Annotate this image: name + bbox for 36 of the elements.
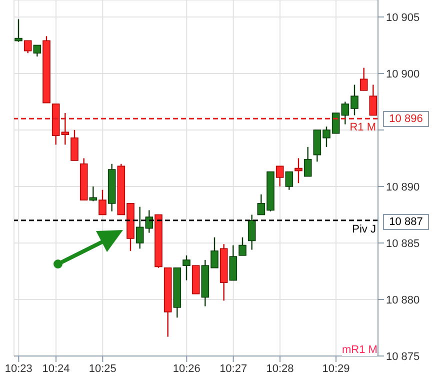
candlestick — [369, 84, 378, 116]
candlestick — [182, 254, 190, 281]
y-tick-label: 10 900 — [386, 68, 420, 80]
y-tick-label: 10 890 — [386, 181, 420, 194]
candlestick — [248, 214, 256, 250]
candlestick — [98, 189, 106, 216]
ref-line-label: R1 M — [350, 122, 376, 134]
x-tick-label: 10:28 — [266, 362, 294, 375]
text: 10 887 — [383, 214, 429, 230]
candlestick — [89, 186, 98, 202]
candlestick — [24, 40, 32, 54]
candlestick — [136, 206, 144, 250]
candlestick — [14, 18, 22, 42]
x-tick-label: 10:29 — [322, 362, 350, 375]
y-tick-label: 10 875 — [386, 350, 420, 363]
candlestick — [33, 44, 42, 58]
ref-line-label: Piv J — [352, 223, 376, 236]
candlestick — [70, 129, 78, 162]
candlestick — [360, 67, 368, 92]
x-tick-label: 10:23 — [4, 362, 32, 375]
y-tick-label: 10 880 — [386, 294, 420, 306]
annotation: mR1 M — [342, 344, 378, 356]
x-tick-label: 10:25 — [88, 362, 116, 375]
x-tick-label: 10:27 — [220, 362, 248, 375]
x-tick-label: 10:26 — [172, 362, 200, 375]
candlestick — [285, 171, 294, 190]
candlestick — [276, 166, 284, 188]
candlestick — [304, 146, 312, 177]
candlestick — [229, 244, 238, 281]
text: 10 896 — [383, 111, 429, 128]
x-tick-label: 10:24 — [42, 362, 70, 375]
y-tick-label: 10 905 — [386, 12, 420, 24]
y-tick-label: 10 885 — [386, 238, 420, 250]
candlestick — [238, 236, 246, 256]
candlestick — [61, 112, 70, 146]
candlestick — [294, 158, 302, 184]
